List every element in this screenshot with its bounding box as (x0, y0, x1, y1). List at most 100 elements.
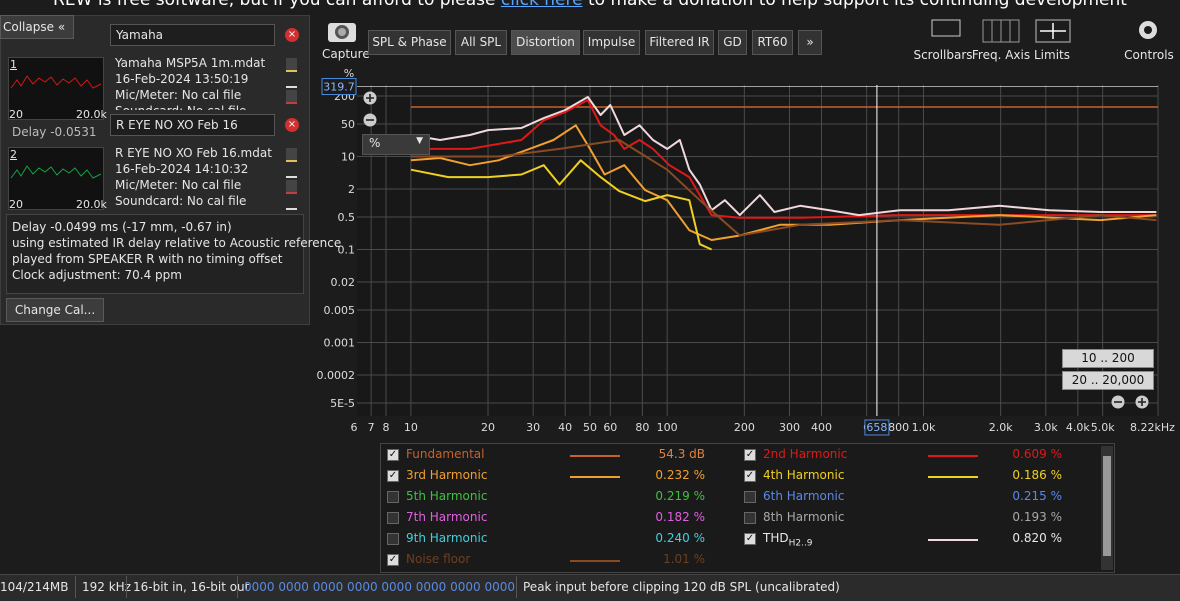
x-tick-label: 5.0k (1091, 421, 1115, 434)
measurement-icon[interactable] (286, 74, 297, 88)
zoom-icon[interactable] (363, 113, 377, 127)
y-tick-label: 0.02 (331, 276, 356, 289)
legend-reading: 0.240 % (655, 531, 705, 545)
y-tick-label: 0.5 (338, 211, 356, 224)
limits-icon[interactable] (1035, 19, 1071, 43)
measurement-icon[interactable] (286, 164, 297, 178)
legend-reading: 0.182 % (655, 510, 705, 524)
measurement-date: 16-Feb-2024 13:50:19 (115, 72, 249, 86)
legend-scrollbar[interactable] (1101, 446, 1113, 570)
tab[interactable]: GD (718, 30, 747, 55)
zoom-icon[interactable] (363, 91, 377, 105)
x-tick-label: 7 (368, 421, 375, 434)
checkbox[interactable] (387, 533, 399, 545)
tab[interactable]: Distortion (511, 30, 580, 55)
name-field[interactable]: R EYE NO XO Feb 16 (110, 114, 275, 136)
toolbar-label[interactable]: Freq. Axis (971, 48, 1031, 62)
x-tick-label: 8 (383, 421, 390, 434)
checkbox[interactable] (744, 491, 756, 503)
y-tick-label: 0.005 (324, 304, 356, 317)
zoom-sign (366, 94, 374, 102)
donate-link[interactable]: click here (500, 0, 583, 10)
checkbox[interactable] (387, 491, 399, 503)
legend-name: Fundamental (406, 447, 485, 461)
legend-reading: 54.3 dB (658, 447, 705, 461)
legend-name: Noise floor (406, 552, 471, 566)
zoom-icon[interactable] (1135, 395, 1149, 409)
checkbox[interactable]: ✓ (744, 470, 756, 482)
tab[interactable]: » (798, 30, 822, 55)
x-tick-label: 1.0k (912, 421, 936, 434)
remove-button[interactable]: × (285, 28, 299, 42)
checkbox[interactable] (744, 512, 756, 524)
thumb-label: 20.0k (76, 108, 107, 121)
label: Collapse (3, 20, 54, 34)
legend-name: 4th Harmonic (763, 468, 845, 482)
measurement-icon[interactable] (286, 148, 297, 162)
zoom-range-button[interactable]: 20 .. 20,000 (1062, 371, 1154, 390)
remove-button[interactable]: × (285, 118, 299, 132)
x-tick-label: 6 (351, 421, 358, 434)
thumb-label: 20.0k (76, 198, 107, 211)
legend-line (928, 476, 978, 478)
collapse-button[interactable]: Collapse « (0, 15, 74, 39)
legend-reading: 0.232 % (655, 468, 705, 482)
checkbox[interactable]: ✓ (387, 554, 399, 566)
checkbox[interactable]: ✓ (744, 533, 756, 545)
legend-name: 3rd Harmonic (406, 468, 488, 482)
legend-reading: 0.193 % (1012, 510, 1062, 524)
controls-icon[interactable] (1139, 21, 1157, 39)
status-item: Peak input before clipping 120 dB SPL (u… (523, 580, 840, 594)
measurement-icon[interactable] (286, 58, 297, 72)
status-separator (516, 576, 517, 598)
zoom-range-button[interactable]: 10 .. 200 (1062, 349, 1154, 368)
legend-name: 5th Harmonic (406, 489, 488, 503)
measurement-icon[interactable] (286, 90, 297, 104)
x-tick-label: 400 (811, 421, 832, 434)
freq-axis-icon[interactable] (982, 19, 1020, 43)
status-item: 16-bit in, 16-bit out (133, 580, 250, 594)
x-tick-label: 10 (404, 421, 418, 434)
unit-dropdown[interactable]: % ▼ (362, 134, 430, 155)
zoom-icon[interactable] (1111, 395, 1125, 409)
tab[interactable]: RT60 (752, 30, 793, 55)
change-cal-button[interactable]: Change Cal... (6, 298, 104, 322)
x-cursor-label: 658 (866, 421, 887, 434)
measurement-icon[interactable] (286, 180, 297, 194)
checkbox[interactable]: ✓ (387, 449, 399, 461)
unit-value: % (369, 136, 381, 150)
legend-line (570, 476, 620, 478)
thumbnail-trace (10, 165, 102, 179)
checkbox[interactable]: ✓ (744, 449, 756, 461)
measurement-icon[interactable] (286, 196, 297, 210)
name-field[interactable]: Yamaha (110, 24, 275, 46)
x-tick-label: 60 (603, 421, 617, 434)
x-tick-label: 200 (734, 421, 755, 434)
checkbox[interactable] (387, 512, 399, 524)
tab[interactable]: Impulse (583, 30, 640, 55)
tab[interactable]: SPL & Phase (368, 30, 451, 55)
capture-icon[interactable] (326, 18, 358, 44)
checkbox[interactable]: ✓ (387, 470, 399, 482)
series-line (410, 139, 1157, 237)
banner-text: REW is free software, but if you can aff… (53, 0, 496, 10)
banner: REW is free software, but if you can aff… (0, 0, 1180, 16)
scrollbars-icon[interactable] (931, 19, 961, 37)
status-separator (75, 576, 76, 598)
x-tick-label: 4.0k (1066, 421, 1090, 434)
measurement-file: R EYE NO XO Feb 16.mdat (115, 146, 272, 160)
legend-reading: 0.215 % (1012, 489, 1062, 503)
toolbar-label[interactable]: Scrollbars (913, 48, 973, 62)
tab[interactable]: Filtered IR (645, 30, 714, 55)
index: 2 (10, 148, 17, 161)
toolbar-label[interactable]: Controls (1124, 48, 1174, 62)
y-tick-label: 0.0002 (317, 369, 356, 382)
tab[interactable]: All SPL (455, 30, 507, 55)
plot-background (357, 85, 1158, 416)
hidden-delay: Delay -0.0531 (12, 125, 97, 139)
y-tick-label: 10 (341, 151, 355, 164)
legend-name: 6th Harmonic (763, 489, 845, 503)
toolbar-label[interactable]: Limits (1034, 48, 1070, 62)
legend-name: THDH2..9 (763, 531, 813, 549)
